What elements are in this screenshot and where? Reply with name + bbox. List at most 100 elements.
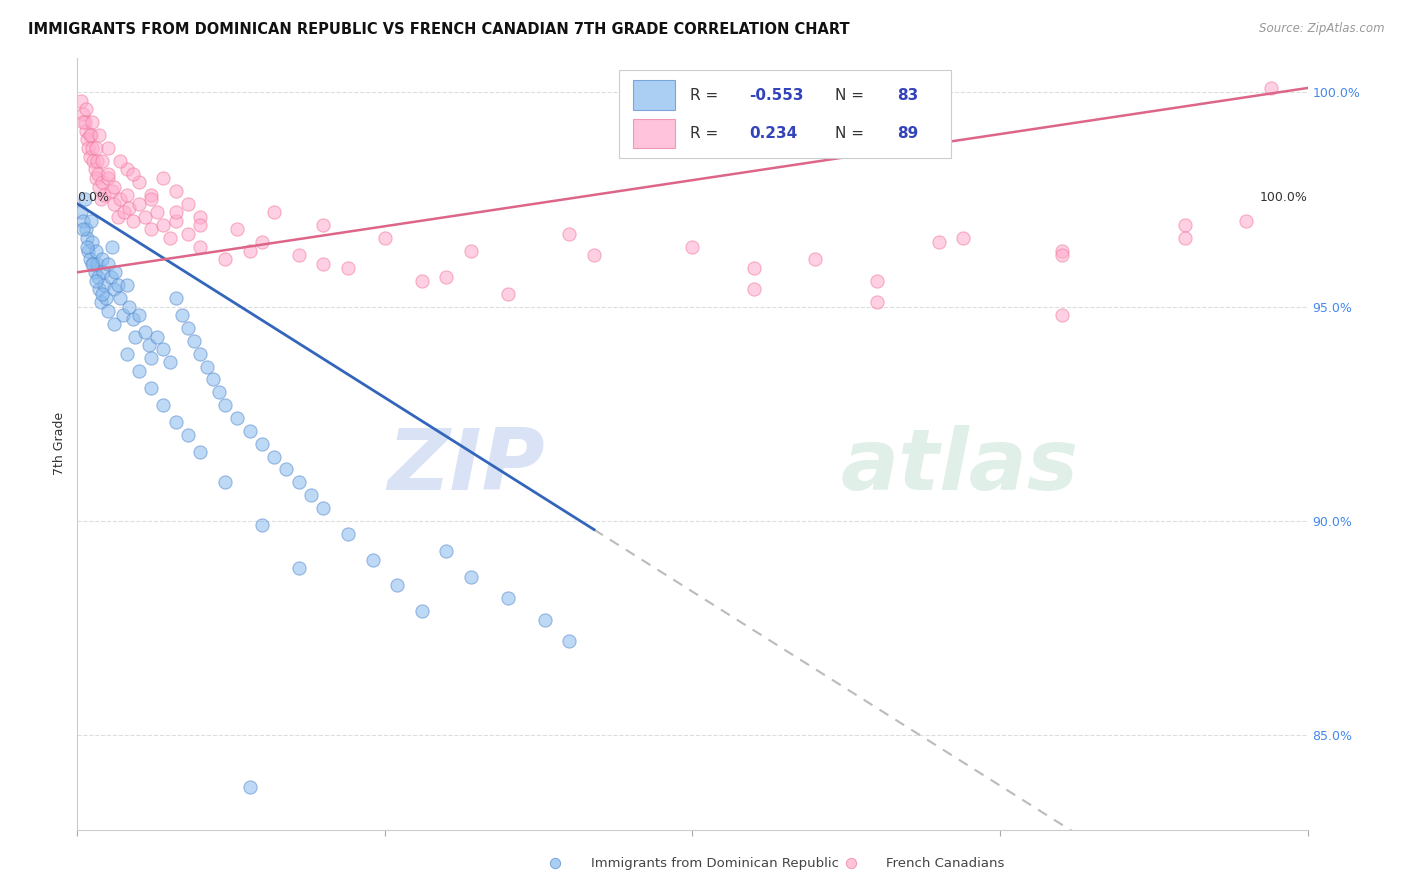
Point — [839, 856, 862, 871]
Point — [928, 235, 950, 250]
Point — [214, 475, 236, 490]
Point — [76, 239, 98, 253]
Point — [79, 128, 101, 142]
Point — [124, 329, 146, 343]
Point — [93, 188, 115, 202]
Point — [83, 162, 105, 177]
Point — [183, 334, 205, 348]
FancyBboxPatch shape — [634, 80, 675, 110]
Point — [73, 193, 96, 207]
Text: N =: N = — [835, 87, 869, 103]
Point — [146, 205, 169, 219]
Point — [239, 244, 262, 258]
Point — [288, 475, 311, 490]
Point — [534, 613, 557, 627]
Point — [141, 188, 163, 202]
Point — [111, 308, 134, 322]
Point — [1174, 218, 1197, 232]
FancyBboxPatch shape — [634, 119, 675, 148]
Point — [110, 291, 132, 305]
Point — [288, 248, 311, 262]
Point — [337, 260, 360, 275]
Point — [152, 171, 174, 186]
Text: 0.234: 0.234 — [749, 126, 797, 141]
Point — [101, 184, 124, 198]
Point — [337, 526, 360, 541]
Point — [742, 260, 765, 275]
Point — [128, 364, 150, 378]
Point — [75, 124, 97, 138]
Text: -0.553: -0.553 — [749, 87, 804, 103]
Point — [411, 274, 433, 288]
Point — [76, 132, 98, 146]
Point — [90, 153, 114, 168]
Point — [100, 269, 122, 284]
Text: Source: ZipAtlas.com: Source: ZipAtlas.com — [1260, 22, 1385, 36]
Point — [165, 184, 187, 198]
Point — [93, 278, 115, 293]
Point — [121, 312, 143, 326]
Point — [97, 141, 120, 155]
Point — [134, 326, 156, 340]
Point — [84, 244, 107, 258]
Point — [90, 175, 114, 189]
Point — [159, 231, 181, 245]
Point — [558, 227, 581, 241]
Point — [1260, 81, 1282, 95]
Point — [101, 239, 124, 253]
Point — [75, 222, 97, 236]
Point — [742, 283, 765, 297]
Point — [214, 252, 236, 267]
Point — [77, 141, 100, 155]
Point — [583, 248, 606, 262]
Point — [188, 347, 212, 361]
Point — [89, 128, 111, 142]
Point — [385, 578, 409, 592]
Point — [90, 286, 114, 301]
Point — [188, 210, 212, 224]
Point — [70, 94, 93, 108]
Text: atlas: atlas — [841, 425, 1078, 508]
Point — [83, 265, 105, 279]
Point — [115, 347, 138, 361]
Point — [134, 210, 156, 224]
Point — [682, 239, 704, 253]
Point — [201, 372, 224, 386]
Point — [312, 501, 335, 516]
Point — [97, 257, 120, 271]
Point — [70, 205, 93, 219]
Point — [460, 569, 482, 583]
Text: 0.0%: 0.0% — [77, 191, 110, 203]
Point — [103, 283, 125, 297]
Point — [97, 171, 120, 186]
Text: Immigrants from Dominican Republic: Immigrants from Dominican Republic — [591, 857, 838, 870]
Point — [177, 227, 200, 241]
Point — [115, 188, 138, 202]
Point — [82, 141, 104, 155]
Point — [110, 153, 132, 168]
Point — [73, 115, 96, 129]
Point — [152, 218, 174, 232]
Point — [115, 278, 138, 293]
Text: 83: 83 — [897, 87, 918, 103]
Point — [82, 153, 104, 168]
Point — [138, 338, 160, 352]
Point — [177, 321, 200, 335]
Point — [76, 231, 98, 245]
Point — [208, 385, 231, 400]
Point — [1050, 308, 1073, 322]
Point — [544, 856, 567, 871]
Point — [82, 235, 104, 250]
FancyBboxPatch shape — [619, 70, 950, 158]
Point — [86, 153, 108, 168]
Point — [165, 205, 187, 219]
Point — [107, 278, 129, 293]
Point — [188, 218, 212, 232]
Point — [239, 780, 262, 794]
Text: IMMIGRANTS FROM DOMINICAN REPUBLIC VS FRENCH CANADIAN 7TH GRADE CORRELATION CHAR: IMMIGRANTS FROM DOMINICAN REPUBLIC VS FR… — [28, 22, 849, 37]
Point — [72, 214, 94, 228]
Y-axis label: 7th Grade: 7th Grade — [52, 412, 66, 475]
Text: R =: R = — [690, 126, 723, 141]
Point — [72, 106, 94, 120]
Point — [128, 175, 150, 189]
